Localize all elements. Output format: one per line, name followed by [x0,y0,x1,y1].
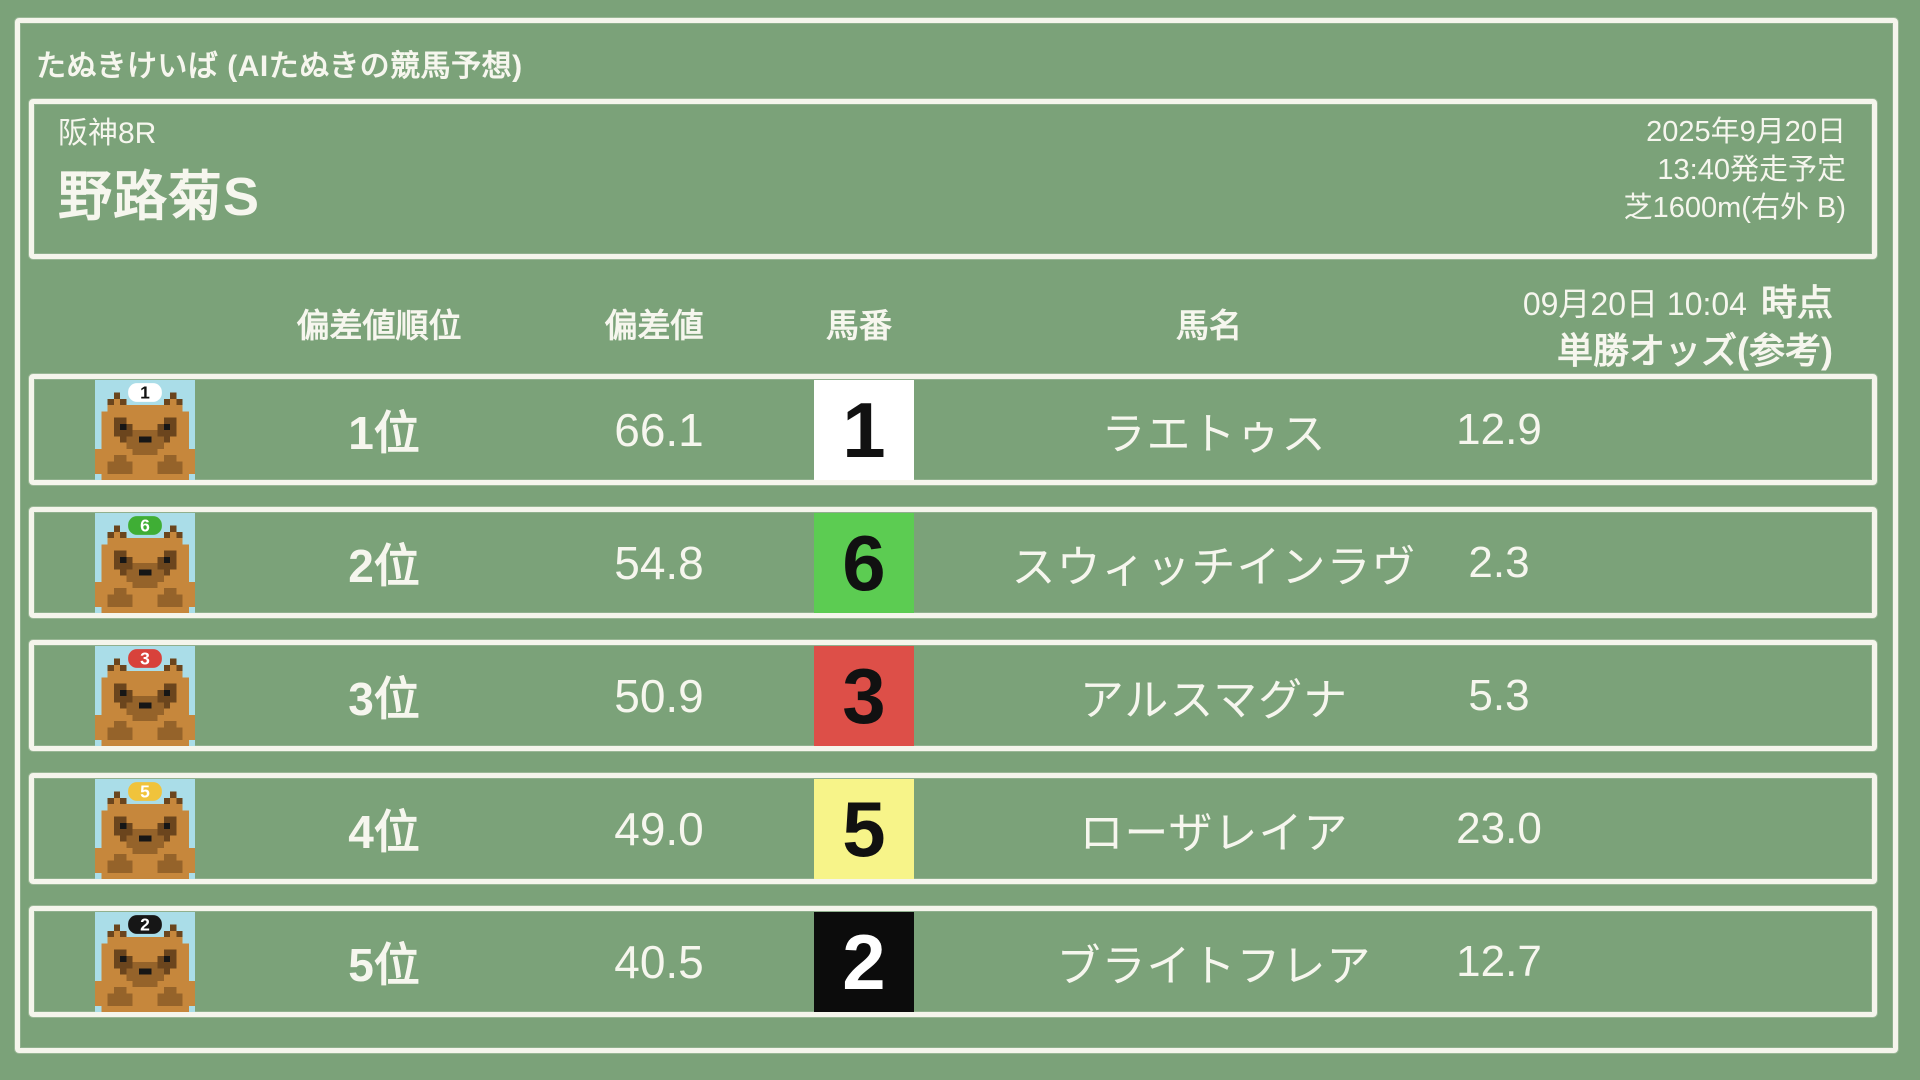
header-rank: 偏差値順位 [296,307,462,344]
main-panel: たぬきけいば (AIたぬきの競馬予想) 阪神8R 野路菊S 2025年9月20日… [15,18,1898,1053]
horse-name: スウィッチインラヴ [1011,542,1417,592]
horse-number-cell: 3 [754,645,974,746]
odds-time-suffix: 時点 [1760,282,1833,323]
win-odds: 2.3 [1468,537,1530,587]
header-number: 馬番 [826,307,892,344]
header-odds: 09月20日 10:04 時点 単勝オッズ(参考) [1523,283,1833,371]
table-header-row: 偏差値順位 偏差値 馬番 馬名 09月20日 10:04 時点 単勝オッズ(参考) [29,259,1877,373]
prediction-row: 1 1位 66.1 1 ラエトゥス 12.9 [29,374,1877,485]
horse-number-cell: 5 [754,778,974,879]
svg-text:5: 5 [140,781,150,801]
prediction-row: 5 4位 49.0 5 ローザレイア 23.0 [29,773,1877,884]
rank-label: 1位 [348,406,420,459]
horse-number-cell: 6 [754,512,974,613]
race-course: 芝1600m(右外 B) [1623,192,1846,224]
tanuki-icon-cell: 6 [34,512,204,613]
header-value: 偏差値 [604,307,704,344]
horse-number-box: 5 [814,778,914,879]
race-date: 2025年9月20日 [1646,116,1846,148]
horse-name: アルスマグナ [1079,675,1349,725]
header-odds-label: 単勝オッズ(参考) [1557,330,1833,371]
prediction-row: 3 3位 50.9 3 アルスマグナ 5.3 [29,640,1877,751]
horse-number-box: 6 [814,512,914,613]
horse-number-box: 1 [814,379,914,480]
rank-label: 5位 [348,938,420,991]
site-title: たぬきけいば (AIたぬきの競馬予想) [36,50,523,83]
tanuki-cap-1-icon: 1 [95,379,195,480]
deviation-value: 40.5 [614,935,704,988]
header-odds-timestamp: 09月20日 10:04 時点 [1523,283,1833,331]
prediction-row: 6 2位 54.8 6 スウィッチインラヴ 2.3 [29,507,1877,618]
horse-number-box: 3 [814,645,914,746]
horse-name: ラエトゥス [1101,409,1327,459]
tanuki-icon-cell: 5 [34,778,204,879]
deviation-value: 50.9 [614,669,704,722]
deviation-value: 49.0 [614,802,704,855]
win-odds: 23.0 [1456,803,1542,853]
rank-label: 3位 [348,672,420,725]
svg-text:3: 3 [140,648,150,668]
svg-text:2: 2 [140,914,150,934]
svg-text:1: 1 [140,382,150,402]
odds-time-text: 09月20日 10:04 [1522,286,1747,322]
tanuki-cap-5-icon: 5 [95,778,195,879]
tanuki-icon-cell: 1 [34,379,204,480]
race-start-time: 13:40発走予定 [1657,154,1846,186]
deviation-value: 66.1 [614,403,704,456]
horse-name: ブライトフレア [1056,941,1372,991]
race-info-box: 阪神8R 野路菊S 2025年9月20日 13:40発走予定 芝1600m(右外… [29,99,1877,259]
deviation-value: 54.8 [614,536,704,589]
horse-number-cell: 2 [754,911,974,1012]
horse-name: ローザレイア [1079,808,1349,858]
race-info-right: 2025年9月20日 13:40発走予定 芝1600m(右外 B) [1624,113,1846,227]
tanuki-cap-6-icon: 6 [95,512,195,613]
rank-label: 4位 [348,805,420,858]
win-odds: 12.9 [1456,404,1542,454]
race-meeting: 阪神8R [58,117,157,150]
tanuki-cap-2-icon: 2 [95,911,195,1012]
win-odds: 12.7 [1456,936,1542,986]
horse-number-box: 2 [814,911,914,1012]
svg-text:6: 6 [140,515,150,535]
tanuki-cap-3-icon: 3 [95,645,195,746]
horse-number-cell: 1 [754,379,974,480]
tanuki-icon-cell: 2 [34,911,204,1012]
race-name: 野路菊S [58,167,261,227]
win-odds: 5.3 [1468,670,1530,720]
race-info-left: 阪神8R 野路菊S [58,112,260,238]
tanuki-icon-cell: 3 [34,645,204,746]
prediction-row: 2 5位 40.5 2 ブライトフレア 12.7 [29,906,1877,1017]
rank-label: 2位 [348,539,420,592]
header-name: 馬名 [1176,307,1242,344]
